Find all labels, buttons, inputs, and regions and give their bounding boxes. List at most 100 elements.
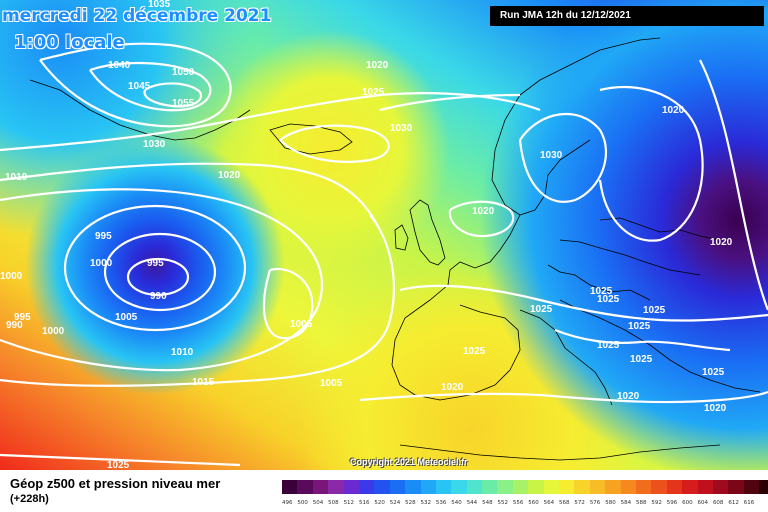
scale-value: 520 [374, 500, 385, 506]
scale-value: 540 [451, 500, 462, 506]
isobar-label: 1010 [5, 172, 28, 183]
isobar-label: 1025 [597, 340, 620, 351]
scale-value: 504 [312, 500, 324, 506]
color-swatch [312, 480, 329, 494]
color-swatch [620, 480, 636, 494]
isobar-label: 1020 [710, 237, 733, 248]
isobar-label: 1030 [540, 150, 563, 161]
isobar-label: 1005 [320, 378, 343, 389]
color-swatch [512, 480, 529, 494]
isobar-label: 995 [14, 312, 31, 323]
color-scale-labels: 496 500 504 508 512 516 520 524 528 532 536 540 544 5… [282, 500, 759, 506]
color-swatch [420, 480, 436, 494]
scale-value: 516 [358, 500, 370, 506]
isobar-label: 1000 [42, 326, 65, 337]
scale-value: 580 [605, 500, 616, 506]
scale-value: 528 [405, 500, 416, 506]
forecast-lead-time: (+228h) [10, 493, 49, 505]
scale-value: 556 [512, 500, 524, 506]
scale-value: 584 [620, 500, 632, 506]
scale-value: 548 [482, 500, 493, 506]
isobar-label: 1025 [702, 367, 725, 378]
east-trough-field [0, 0, 768, 470]
scale-value: 612 [728, 500, 739, 506]
color-swatch [759, 480, 768, 494]
scale-value: 604 [697, 500, 709, 506]
isobar-label: 1025 [597, 294, 620, 305]
forecast-time: 1:00 locale [14, 32, 125, 53]
isobar-label: 1025 [530, 304, 553, 315]
scale-value: 560 [528, 500, 539, 506]
scale-value: 564 [543, 500, 555, 506]
color-swatch [559, 480, 575, 494]
color-swatch [282, 480, 298, 494]
color-swatch [343, 480, 359, 494]
color-swatch [651, 480, 667, 494]
isobar-label: 1030 [143, 139, 166, 150]
isobar-label: 1020 [366, 60, 389, 71]
isobar-label: 1005 [115, 312, 138, 323]
scale-value: 572 [574, 500, 585, 506]
color-swatch [389, 480, 406, 494]
color-swatch [712, 480, 729, 494]
isobar-label: 1055 [172, 98, 195, 109]
isobar-label: 1020 [704, 403, 727, 414]
scale-value: 496 [282, 500, 293, 506]
color-swatch [605, 480, 621, 494]
color-swatch [666, 480, 683, 494]
isobar-label: 1025 [630, 354, 653, 365]
color-swatch [574, 480, 590, 494]
color-swatch [635, 480, 652, 494]
color-swatch [297, 480, 313, 494]
isobar-label: 1025 [362, 87, 385, 98]
color-swatch [328, 480, 344, 494]
scale-value: 532 [420, 500, 432, 506]
scale-value: 536 [435, 500, 447, 506]
color-swatch [405, 480, 421, 494]
color-swatch [697, 480, 713, 494]
isobars [0, 42, 768, 467]
color-swatch [728, 480, 744, 494]
scale-value: 524 [389, 500, 401, 506]
isobar-label: 1005 [290, 319, 313, 330]
map-title: Géop z500 et pression niveau mer [10, 476, 221, 491]
isobar-label: 1025 [590, 286, 613, 297]
forecast-date: mercredi 22 décembre 2021 [2, 6, 272, 26]
copyright: Copyright 2021 Meteociel.fr [350, 457, 468, 467]
color-swatch [451, 480, 467, 494]
isobar-label: 1020 [218, 170, 241, 181]
legend-bar: Géop z500 et pression niveau mer (+228h)… [0, 470, 768, 512]
isobar-label: 1010 [171, 347, 194, 358]
isobar-label: 995 [95, 231, 112, 242]
color-swatch [435, 480, 452, 494]
isobar-label: 1050 [172, 67, 195, 78]
run-info: Run JMA 12h du 12/12/2021 [490, 6, 764, 26]
color-swatch [528, 480, 544, 494]
scale-value: 544 [466, 500, 478, 506]
color-swatch [682, 480, 698, 494]
scale-value: 608 [712, 500, 724, 506]
scale-value: 616 [743, 500, 755, 506]
isobar-label: 1020 [441, 382, 464, 393]
isobar-label: 1020 [617, 391, 640, 402]
color-scale [282, 480, 768, 494]
isobar-label: 990 [150, 291, 167, 302]
color-swatch [589, 480, 606, 494]
isobar-label: 1020 [662, 105, 685, 116]
scale-value: 592 [651, 500, 662, 506]
isobar-label: 1025 [643, 305, 666, 316]
scale-value: 568 [559, 500, 570, 506]
isobar-label: 1000 [90, 258, 113, 269]
scale-value: 588 [635, 500, 647, 506]
isobar-label: 1000 [0, 271, 23, 282]
isobar-label: 1015 [192, 377, 215, 388]
scale-value: 508 [328, 500, 339, 506]
isobar-label: 1025 [107, 460, 130, 470]
color-swatch [497, 480, 513, 494]
isobar-label: 990 [6, 320, 23, 331]
isobar-label: 1020 [472, 206, 495, 217]
color-swatch [466, 480, 483, 494]
color-swatch [482, 480, 498, 494]
scale-value: 600 [682, 500, 693, 506]
color-swatch [743, 480, 760, 494]
